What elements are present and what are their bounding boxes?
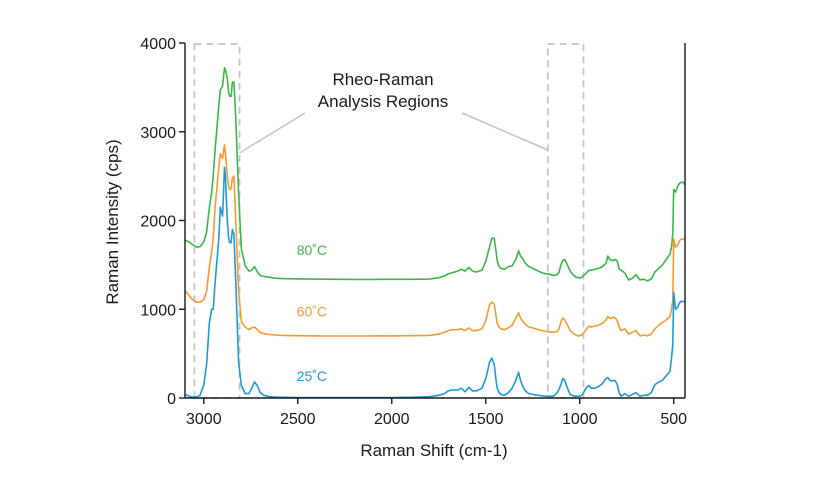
annotation-layer: Rheo-Raman Analysis Regions <box>239 70 549 154</box>
x-tick-label-2500: 2500 <box>280 411 316 428</box>
y-tick-label-1000: 1000 <box>140 302 176 319</box>
y-tick-label-2000: 2000 <box>140 214 176 231</box>
x-tick-label-3000: 3000 <box>186 411 222 428</box>
series-label-2: 60˚C <box>297 303 327 319</box>
series-line-1 <box>184 67 686 282</box>
y-tick-label-0: 0 <box>167 391 176 408</box>
annotation-leader-1 <box>239 112 306 154</box>
series-label-1: 80˚C <box>297 242 327 258</box>
annotation-line-1: Rheo-Raman <box>332 70 433 89</box>
x-tick-label-2000: 2000 <box>374 411 410 428</box>
analysis-region-2 <box>546 43 585 399</box>
y-axis-title: Raman Intensity (cps) <box>103 139 122 304</box>
analysis-region-1 <box>193 43 241 399</box>
annotation-leader-2 <box>461 112 549 151</box>
y-tick-label-3000: 3000 <box>140 125 176 142</box>
x-tick-label-1000: 1000 <box>562 411 598 428</box>
annotation-line-2: Analysis Regions <box>318 92 448 111</box>
x-tick-label-1500: 1500 <box>468 411 504 428</box>
axes: 0 1000 2000 3000 4000 3000 2500 2000 1500 1000 500 <box>140 36 687 428</box>
series-label-3: 25˚C <box>297 368 327 384</box>
series-layer: 80˚C 60˚C 25˚C <box>184 67 686 399</box>
series-line-2 <box>184 144 686 337</box>
series-line-3 <box>184 166 686 399</box>
x-axis-title: Raman Shift (cm-1) <box>360 441 507 460</box>
y-tick-label-4000: 4000 <box>140 36 176 53</box>
x-tick-label-500: 500 <box>660 411 687 428</box>
